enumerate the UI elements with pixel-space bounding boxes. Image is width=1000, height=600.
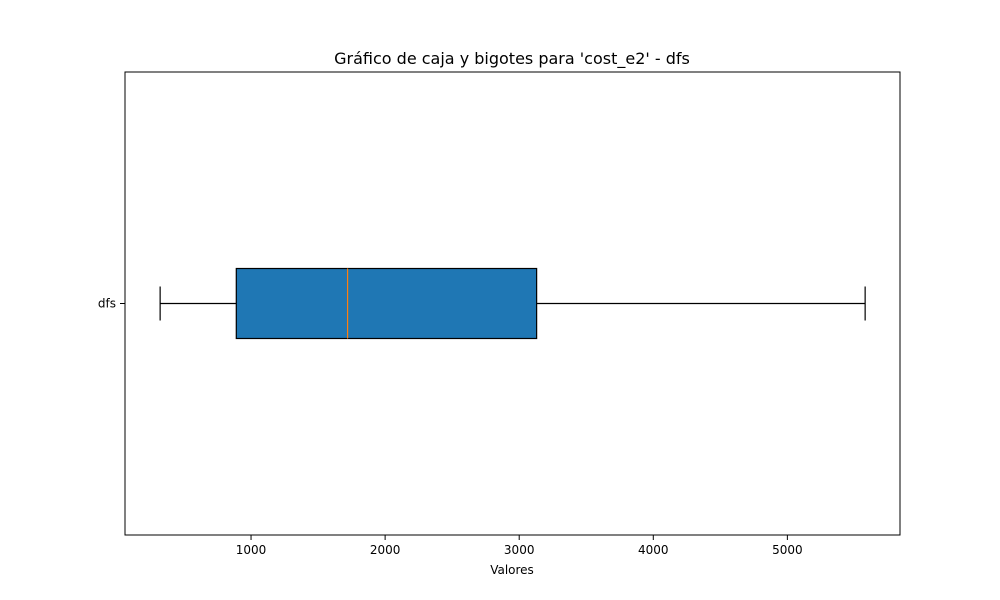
x-axis: 1000 2000 3000 4000 5000 <box>236 535 803 557</box>
x-tick-label: 5000 <box>772 543 803 557</box>
y-axis: dfs <box>98 297 125 311</box>
x-axis-label: Valores <box>490 563 534 577</box>
chart-title: Gráfico de caja y bigotes para 'cost_e2'… <box>334 49 690 69</box>
x-tick-label: 2000 <box>370 543 401 557</box>
x-tick-label: 4000 <box>638 543 669 557</box>
x-tick-label: 3000 <box>504 543 535 557</box>
plot-area <box>159 267 866 340</box>
y-tick-label: dfs <box>98 297 116 311</box>
x-tick-label: 1000 <box>236 543 267 557</box>
iqr-box <box>235 267 538 340</box>
